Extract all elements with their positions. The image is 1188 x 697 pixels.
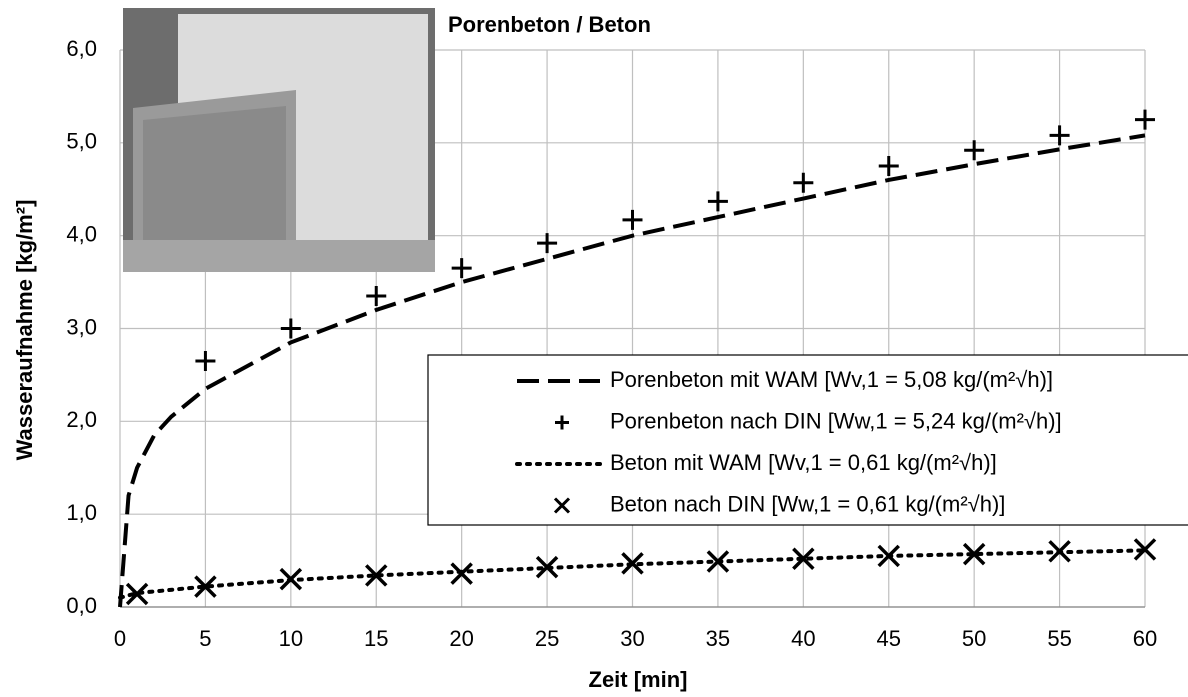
data-point: [792, 547, 815, 570]
x-tick-label: 5: [199, 626, 211, 651]
data-point: [366, 286, 387, 307]
photo-panel-inner: [143, 106, 286, 250]
data-point: [707, 191, 728, 212]
photo-floor: [123, 240, 435, 272]
chart-title: Porenbeton / Beton: [448, 12, 651, 37]
data-point: [537, 233, 558, 254]
data-point: [195, 350, 216, 371]
data-point: [878, 156, 899, 177]
x-tick-label: 10: [279, 626, 303, 651]
y-tick-label: 2,0: [66, 407, 97, 432]
legend-entries: Porenbeton mit WAM [Wv,1 = 5,08 kg/(m²√h…: [515, 367, 1062, 516]
x-tick-label: 35: [706, 626, 730, 651]
legend-label: Beton nach DIN [Ww,1 = 0,61 kg/(m²√h)]: [610, 491, 1005, 516]
y-tick-label: 3,0: [66, 314, 97, 339]
series-line: [118, 133, 1146, 608]
photo: [123, 8, 435, 272]
data-point: [535, 555, 559, 579]
x-tick-label: 15: [364, 626, 388, 651]
data-point: [1135, 109, 1155, 130]
data-point: [279, 567, 303, 591]
legend-symbol: [555, 415, 569, 430]
data-point: [706, 550, 730, 573]
x-tick-label: 25: [535, 626, 559, 651]
x-tick-label: 60: [1133, 626, 1157, 651]
x-tick-label: 55: [1047, 626, 1071, 651]
data-point: [962, 542, 986, 566]
legend: [427, 354, 1188, 526]
data-point: [125, 582, 149, 606]
x-axis-title: Zeit [min]: [589, 667, 688, 692]
legend-label: Porenbeton nach DIN [Ww,1 = 5,24 kg/(m²√…: [610, 408, 1062, 433]
y-tick-label: 4,0: [66, 221, 97, 246]
y-tick-label: 0,0: [66, 593, 97, 618]
legend-label: Porenbeton mit WAM [Wv,1 = 5,08 kg/(m²√h…: [610, 367, 1053, 392]
data-point: [622, 209, 643, 230]
y-tick-label: 1,0: [66, 500, 97, 525]
data-point: [1049, 125, 1070, 146]
series-line: [118, 548, 1147, 600]
x-tick-label: 30: [620, 626, 644, 651]
data-point: [280, 318, 301, 339]
legend-label: Beton mit WAM [Wv,1 = 0,61 kg/(m²√h)]: [610, 450, 997, 475]
plot-area: [118, 109, 1157, 608]
data-point: [964, 140, 985, 161]
y-tick-label: 5,0: [66, 129, 97, 154]
data-point: [1048, 540, 1071, 563]
data-point: [621, 552, 644, 575]
data-point: [194, 575, 217, 598]
data-point: [877, 544, 900, 568]
data-point: [450, 562, 473, 585]
data-point: [793, 172, 814, 193]
x-tick-label: 0: [114, 626, 126, 651]
x-tick-label: 40: [791, 626, 815, 651]
x-tick-label: 20: [449, 626, 473, 651]
data-point: [1133, 538, 1157, 561]
data-point: [365, 564, 388, 587]
x-tick-label: 45: [877, 626, 901, 651]
x-tick-label: 50: [962, 626, 986, 651]
y-tick-label: 6,0: [66, 36, 97, 61]
legend-symbol: [553, 497, 571, 514]
y-axis-title: Wasseraufnahme [kg/m²]: [12, 200, 37, 461]
data-point: [451, 258, 472, 279]
